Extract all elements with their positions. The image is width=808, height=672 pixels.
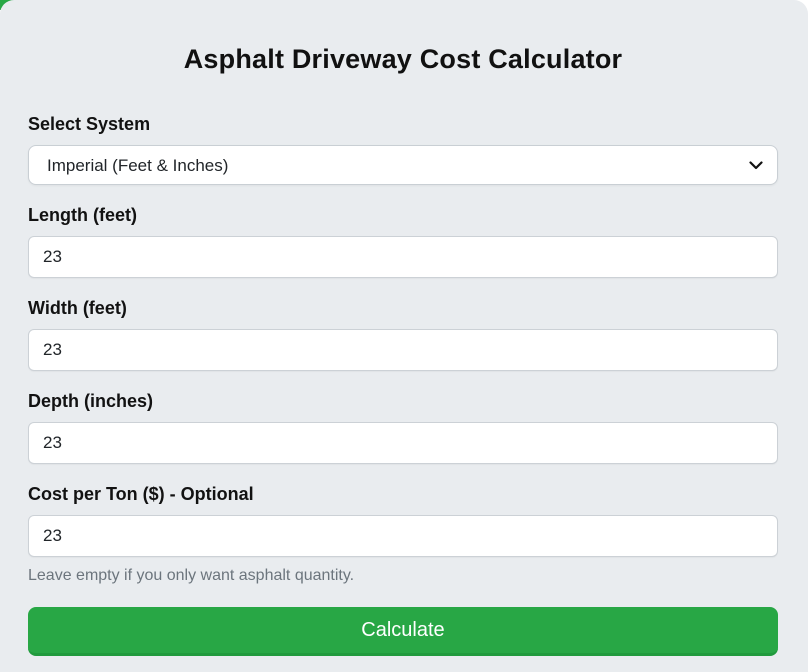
cost-hint-text: Leave empty if you only want asphalt qua…: [28, 567, 355, 584]
depth-field-group: Depth (inches): [28, 391, 778, 464]
length-input[interactable]: [28, 236, 778, 278]
depth-input[interactable]: [28, 422, 778, 464]
length-label: Length (feet): [28, 205, 137, 225]
system-field-group: Select System Imperial (Feet & Inches): [28, 114, 778, 185]
system-select[interactable]: Imperial (Feet & Inches): [28, 145, 778, 185]
length-field-group: Length (feet): [28, 205, 778, 278]
cost-input[interactable]: [28, 515, 778, 557]
calculate-button[interactable]: Calculate: [28, 607, 778, 656]
width-field-group: Width (feet): [28, 298, 778, 371]
system-label: Select System: [28, 114, 151, 134]
cost-label: Cost per Ton ($) - Optional: [28, 484, 254, 504]
width-label: Width (feet): [28, 298, 127, 318]
depth-label: Depth (inches): [28, 391, 154, 411]
cost-field-group: Cost per Ton ($) - Optional Leave empty …: [28, 484, 778, 585]
system-select-wrap: Imperial (Feet & Inches): [28, 145, 778, 185]
width-input[interactable]: [28, 329, 778, 371]
page-title: Asphalt Driveway Cost Calculator: [183, 44, 623, 74]
